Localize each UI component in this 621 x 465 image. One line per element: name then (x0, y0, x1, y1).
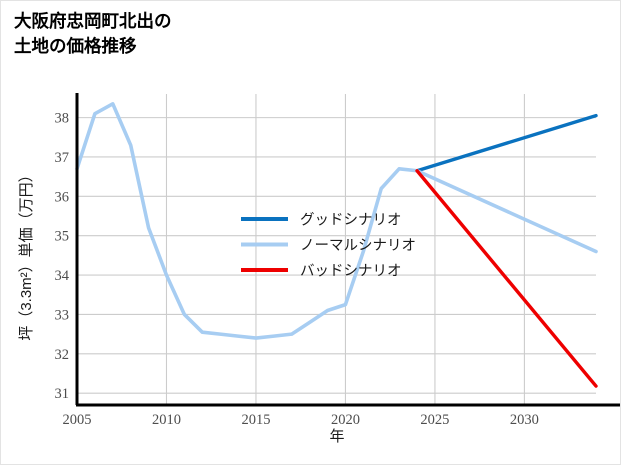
y-tick-label: 38 (55, 111, 70, 127)
y-tick-label: 35 (55, 229, 70, 245)
series-line (415, 113, 598, 173)
y-tick-label: 34 (55, 268, 70, 284)
y-axis-title: 坪（3.3m²）単価（万円） (18, 167, 35, 340)
axes-group (75, 93, 620, 407)
chart-title: 大阪府忠岡町北出の 土地の価格推移 (14, 11, 172, 56)
series-line (415, 169, 598, 388)
y-tick-label: 32 (55, 347, 70, 363)
legend-label: バッドシナリオ (300, 264, 402, 280)
y-tick-label: 31 (55, 386, 70, 402)
legend-label: グッドシナリオ (300, 212, 402, 229)
y-tick-label: 33 (55, 307, 70, 323)
x-tick-labels-group: 2005 2010 2015 2020 2025 2030 (63, 412, 539, 428)
x-tick-label: 2015 (241, 412, 270, 428)
x-axis-title: 年 (329, 428, 344, 445)
legend-label: ノーマルシナリオ (300, 238, 416, 254)
x-tick-label: 2030 (510, 412, 539, 428)
series-line (75, 102, 598, 340)
gridlines-group (76, 94, 596, 405)
y-tick-label: 37 (55, 150, 70, 166)
y-tick-label: 36 (55, 189, 70, 205)
x-tick-label: 2010 (152, 412, 181, 428)
data-series-group (75, 102, 598, 388)
x-tick-label: 2020 (331, 412, 360, 428)
y-tick-labels-group: 31 32 33 34 35 36 37 38 (55, 111, 70, 403)
x-tick-label: 2025 (420, 412, 449, 428)
x-tick-label: 2005 (63, 412, 92, 428)
